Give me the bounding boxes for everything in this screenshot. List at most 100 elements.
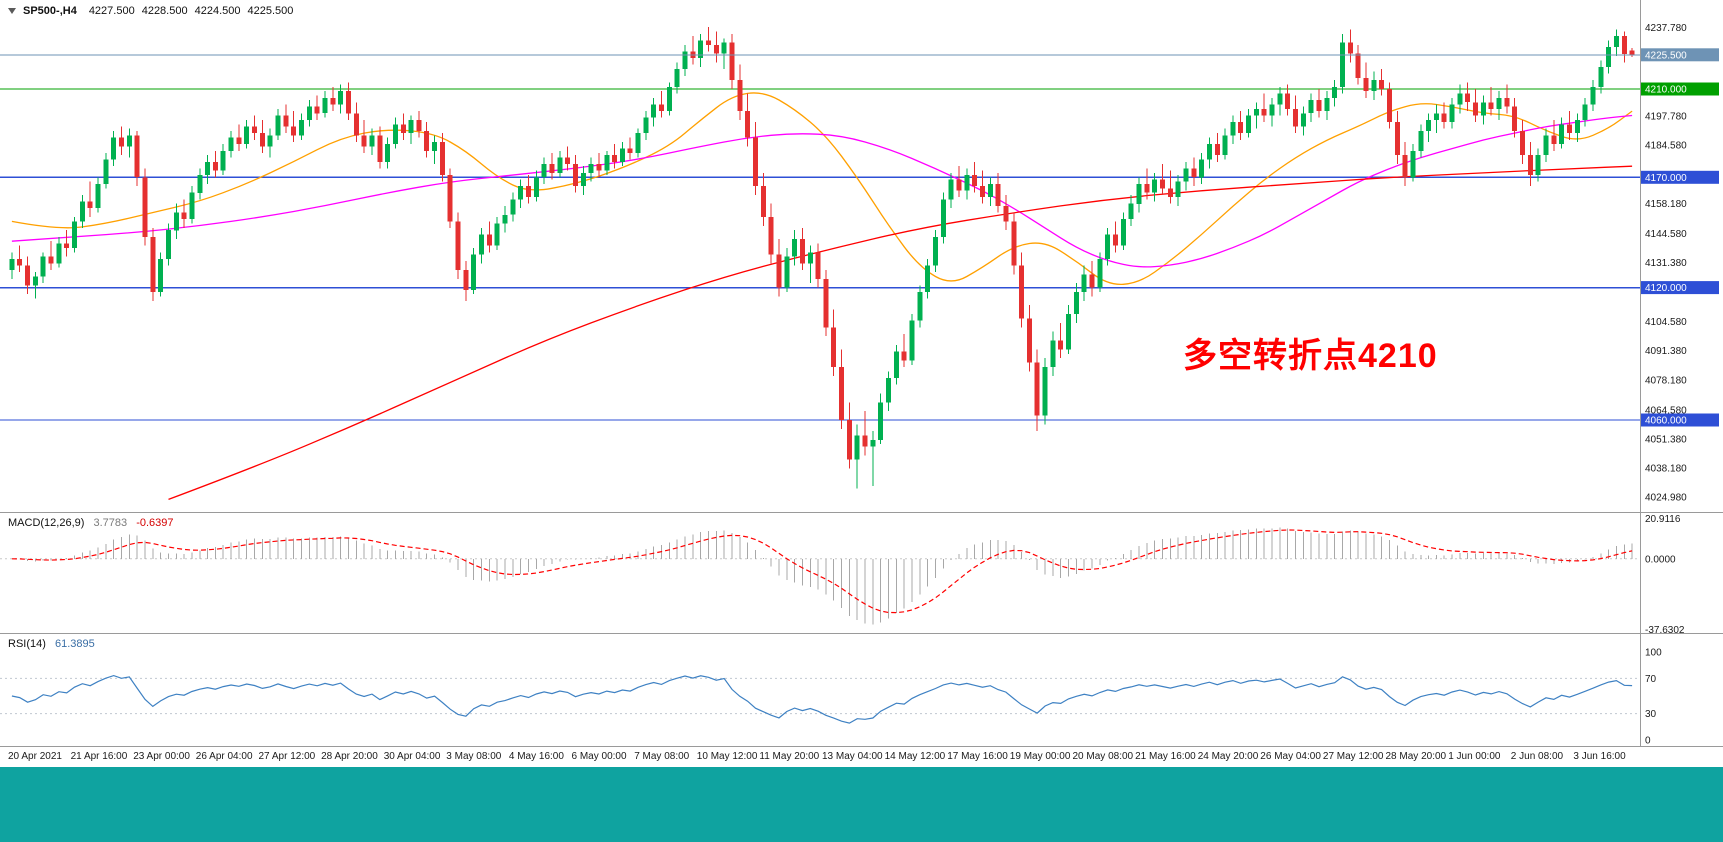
price-axis-label: 4038.180	[1645, 464, 1687, 475]
candle-body	[1269, 104, 1275, 116]
rsi-indicator-label: RSI(14) 61.3895	[8, 638, 95, 650]
macd-name: MACD(12,26,9)	[8, 517, 85, 529]
candle-body	[252, 126, 257, 134]
candle-body	[87, 201, 93, 209]
candle-body	[792, 239, 798, 257]
price-badge-4225.500: 4225.500	[1641, 48, 1719, 62]
time-axis-label: 24 May 20:00	[1198, 751, 1259, 762]
candle-body	[666, 86, 672, 112]
candle-body	[103, 159, 109, 184]
candle-body	[134, 135, 140, 178]
candle-body	[205, 161, 211, 175]
candle-body	[1473, 102, 1478, 116]
macd-axis-zero: 0.0000	[1645, 554, 1676, 565]
candle-body	[56, 243, 62, 264]
price-axis-label: 4184.580	[1645, 141, 1687, 152]
symbol-timeframe: SP500-,H4	[23, 5, 77, 17]
candle-body	[369, 135, 375, 147]
time-axis-label: 28 Apr 20:00	[321, 751, 378, 762]
candle-body	[17, 258, 23, 266]
candle-body	[463, 269, 469, 290]
candle-body	[1512, 106, 1518, 131]
time-axis-label: 3 Jun 16:00	[1573, 751, 1626, 762]
collapse-arrow-icon[interactable]	[8, 8, 16, 14]
candle-body	[338, 91, 344, 105]
bottom-bar	[0, 767, 1723, 842]
candle-body	[870, 439, 876, 447]
candle-body	[643, 117, 649, 134]
candle-body	[596, 164, 602, 171]
candle-body	[713, 44, 719, 54]
candle-body	[126, 135, 132, 147]
price-badge-4120.000: 4120.000	[1641, 281, 1719, 295]
candle-body	[1535, 155, 1541, 176]
candle-body	[674, 69, 680, 87]
candle-body	[799, 239, 805, 264]
candle-body	[588, 164, 594, 173]
candle-body	[1191, 168, 1197, 178]
candle-body	[1058, 340, 1064, 350]
macd-main-value: 3.7783	[93, 517, 128, 529]
candle-body	[1347, 42, 1353, 54]
price-axis[interactable]: 4237.780 4197.780 4184.580 4158.180 4144.580…	[1641, 23, 1719, 504]
time-axis[interactable]: 20 Apr 2021 21 Apr 16:00 23 Apr 00:00 26 Ap…	[8, 751, 1626, 762]
candle-body	[119, 137, 124, 147]
candle-body	[1120, 219, 1126, 246]
svg-text:4060.000: 4060.000	[1645, 416, 1687, 427]
candle-body	[565, 157, 571, 164]
candle-body	[972, 175, 978, 187]
candle-body	[557, 157, 563, 173]
candle-body	[9, 258, 15, 270]
candle-body	[314, 106, 320, 114]
candle-body	[1613, 36, 1619, 48]
rsi-axis-label: 70	[1645, 674, 1657, 685]
candle-body	[1300, 113, 1306, 127]
time-axis-label: 20 May 08:00	[1073, 751, 1134, 762]
candle-body	[471, 254, 477, 290]
ma-fast-orange	[11, 92, 1633, 286]
candle-body	[502, 214, 508, 224]
candle-body	[729, 42, 735, 81]
candle-body	[1081, 274, 1087, 292]
time-axis-label: 3 May 08:00	[446, 751, 501, 762]
candle-body	[1238, 122, 1244, 134]
candle-body	[604, 155, 610, 171]
candle-body	[1543, 135, 1549, 156]
candle-body	[1050, 340, 1056, 367]
candle-body	[635, 133, 641, 153]
candle-body	[1253, 108, 1259, 116]
open-value: 4227.500	[88, 5, 135, 17]
candle-body	[839, 367, 845, 420]
candle-body	[1355, 53, 1361, 78]
candle-body	[1520, 130, 1525, 156]
candles-series	[9, 27, 1635, 489]
rsi-name: RSI(14)	[8, 638, 46, 650]
price-badge-4170.000: 4170.000	[1641, 170, 1719, 184]
candle-body	[1371, 80, 1377, 92]
time-axis-label: 27 Apr 12:00	[259, 751, 316, 762]
price-axis-label: 4237.780	[1645, 23, 1687, 34]
annotation-text[interactable]: 多空转折点4210	[1183, 337, 1438, 375]
time-axis-label: 14 May 12:00	[885, 751, 946, 762]
candle-body	[1144, 183, 1150, 193]
price-axis-label: 4051.380	[1645, 435, 1687, 446]
candle-body	[815, 252, 821, 279]
candle-body	[166, 230, 171, 259]
candle-body	[1598, 67, 1604, 87]
candle-body	[940, 199, 946, 237]
candle-body	[197, 175, 203, 193]
candle-body	[1003, 205, 1009, 222]
candle-body	[1113, 234, 1118, 246]
candle-body	[173, 212, 179, 231]
candle-body	[776, 254, 782, 288]
svg-text:4170.000: 4170.000	[1645, 173, 1687, 184]
ohlc-readout: SP500-,H4 4227.500 4228.500 4224.500 422…	[8, 5, 300, 17]
candle-body	[486, 234, 492, 246]
candle-body	[1034, 362, 1040, 416]
candle-body	[385, 144, 391, 162]
candle-body	[768, 217, 774, 255]
candle-body	[189, 192, 195, 220]
price-axis-label: 4104.580	[1645, 317, 1687, 328]
price-axis-label: 4024.980	[1645, 493, 1687, 504]
